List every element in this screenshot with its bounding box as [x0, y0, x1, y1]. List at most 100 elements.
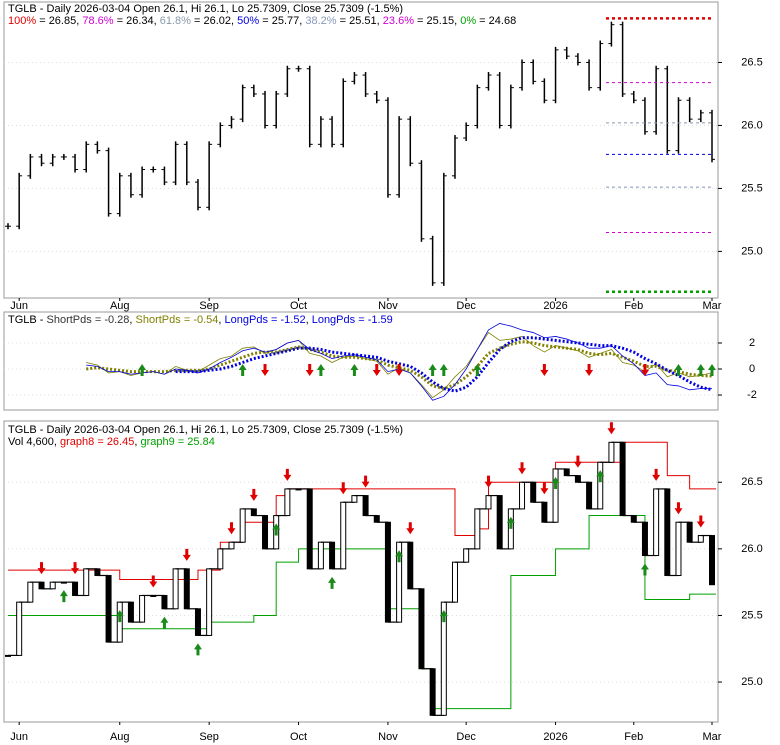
kagi-segment	[194, 608, 201, 636]
kagi-segment	[83, 568, 90, 596]
price-bar	[686, 97, 693, 123]
buy-arrow	[439, 364, 448, 376]
kagi-segment	[552, 468, 559, 523]
buy-arrow	[138, 364, 147, 376]
price-title: TGLB - Daily 2026-03-04 Open 26.1, Hi 26…	[8, 3, 403, 15]
kagi-segment	[463, 548, 470, 563]
kagi-segment	[217, 548, 224, 570]
y-tick-label: 0	[749, 363, 755, 375]
price-bar	[183, 141, 190, 186]
indicator-line	[86, 340, 713, 391]
fib-label: 23.6%	[383, 15, 414, 27]
x-tick-label: Oct	[290, 731, 307, 743]
price-bar	[284, 65, 291, 97]
price-bar	[239, 84, 246, 123]
buy-arrow	[696, 364, 705, 376]
price-bar	[507, 84, 514, 129]
price-bar	[641, 97, 648, 135]
kagi-segment	[38, 581, 45, 590]
kagi-segment	[541, 501, 548, 523]
y-tick-label: 26.5	[741, 56, 762, 68]
price-bar	[608, 21, 615, 47]
price-bar	[709, 109, 715, 163]
kagi-segment	[384, 521, 391, 623]
kagi-segment	[206, 568, 213, 636]
separator: =	[259, 15, 272, 27]
price-bar	[541, 78, 548, 104]
kagi-segment	[317, 541, 324, 570]
price-bar	[49, 153, 56, 167]
x-tick-label: Dec	[456, 300, 476, 312]
fib-value: 25.77	[272, 15, 300, 27]
sell-arrow	[339, 482, 348, 495]
x-tick-label: Sep	[199, 731, 219, 743]
price-bar	[485, 72, 492, 91]
kagi-segment	[284, 488, 291, 517]
buy-arrow	[439, 610, 448, 623]
kagi-segment	[586, 481, 593, 510]
separator: ,	[218, 314, 224, 326]
kagi-segment	[653, 488, 660, 557]
legend-value: -0.54	[193, 314, 218, 326]
buy-arrow	[160, 616, 169, 629]
separator: ,	[306, 314, 312, 326]
price-bar	[519, 59, 526, 91]
kagi-segment	[429, 668, 436, 716]
fib-value: 24.68	[489, 15, 517, 27]
legend-name: LongPds	[312, 314, 356, 326]
kagi-segment	[686, 521, 693, 543]
separator: ,	[299, 15, 305, 27]
x-tick-label: Aug	[110, 731, 130, 743]
sell-arrow	[696, 515, 705, 528]
y-tick-label: 26.5	[741, 476, 762, 488]
sell-arrow	[305, 364, 314, 376]
x-tick-label: Nov	[378, 300, 398, 312]
indicator-panel	[3, 311, 719, 411]
price-bar	[329, 116, 336, 148]
kagi-segment	[496, 495, 503, 550]
buy-arrow	[428, 364, 437, 376]
volume-label: Vol 4,600	[8, 436, 54, 448]
fib-value: 25.15	[427, 15, 455, 27]
separator: =	[337, 15, 350, 27]
y-tick-label: 2	[749, 337, 755, 349]
kagi-segment	[519, 481, 526, 510]
kagi-segment	[250, 508, 257, 517]
kagi-segment	[183, 568, 190, 610]
price-bar	[351, 72, 358, 85]
legend-name: LongPds	[225, 314, 269, 326]
buy-arrow	[350, 364, 359, 376]
kagi-segment	[139, 594, 146, 623]
price-bar	[194, 179, 201, 211]
kagi-segment	[641, 521, 648, 557]
price-bar	[161, 166, 168, 186]
price-bar	[60, 153, 67, 160]
sell-arrow	[182, 548, 191, 561]
sell-arrow	[607, 422, 616, 435]
price-panel	[3, 1, 719, 299]
price-bar	[295, 65, 302, 72]
buy-arrow	[708, 364, 716, 376]
price-bar	[574, 53, 581, 66]
kagi-segment	[262, 515, 269, 550]
sell-arrow	[361, 475, 370, 488]
kagi-segment	[27, 581, 34, 603]
sell-arrow	[261, 364, 270, 376]
price-bar	[697, 109, 704, 123]
sell-arrow	[227, 522, 236, 535]
price-bar	[5, 223, 11, 230]
kagi-segment	[362, 495, 369, 517]
kagi-segment	[172, 568, 179, 610]
legend-value: -1.52	[281, 314, 306, 326]
kagi-segment	[306, 488, 313, 570]
legend-name: ShortPds	[47, 314, 93, 326]
kagi-segment	[619, 441, 626, 517]
price-bar	[228, 116, 235, 129]
buy-arrow	[551, 476, 560, 489]
sell-arrow	[640, 364, 649, 376]
separator: =	[414, 15, 427, 27]
fib-label: 100%	[8, 15, 36, 27]
legend-name: ShortPds	[136, 314, 182, 326]
buy-arrow	[473, 364, 482, 376]
kagi-segment	[485, 495, 492, 510]
